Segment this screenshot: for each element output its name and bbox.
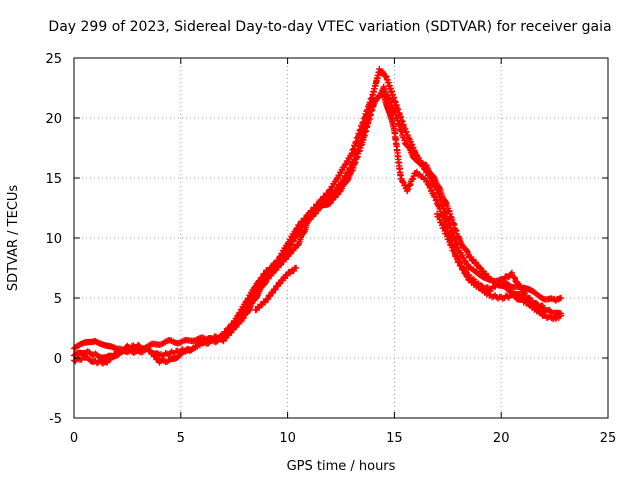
y-tick-label: 10 — [45, 232, 62, 247]
x-axis-label: GPS time / hours — [287, 459, 396, 474]
axis-ticks: 0 5 10 15 20 25 -5 0 5 10 15 20 25 — [45, 52, 616, 446]
x-tick-label: 10 — [279, 431, 296, 446]
y-tick-label: 20 — [45, 112, 62, 127]
x-tick-label: 15 — [386, 431, 403, 446]
x-tick-label: 25 — [600, 431, 617, 446]
y-tick-label: 0 — [54, 352, 62, 367]
y-tick-label: 25 — [45, 52, 62, 67]
x-tick-label: 20 — [493, 431, 510, 446]
data-series-track-5 — [433, 210, 548, 311]
y-tick-label: 5 — [54, 292, 62, 307]
chart-title: Day 299 of 2023, Sidereal Day-to-day VTE… — [48, 19, 611, 35]
x-tick-label: 0 — [70, 431, 78, 446]
data-series-track-4 — [252, 264, 300, 314]
data-point-markers — [252, 264, 300, 314]
y-axis-label: SDTVAR / TECUs — [6, 185, 21, 292]
y-tick-label: -5 — [49, 412, 62, 427]
data-point-markers — [433, 210, 548, 311]
x-tick-label: 5 — [177, 431, 185, 446]
y-tick-label: 15 — [45, 172, 62, 187]
